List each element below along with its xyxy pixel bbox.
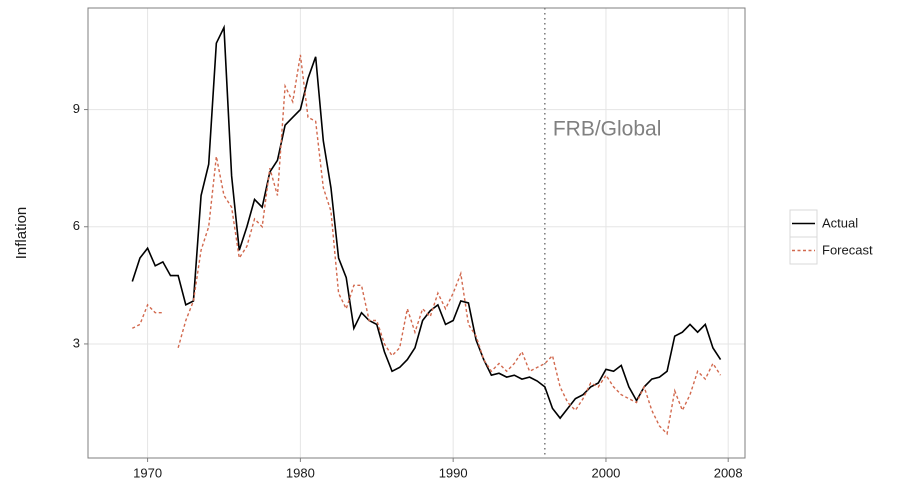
y-tick-label: 9 bbox=[73, 101, 80, 116]
legend-label: Forecast bbox=[822, 242, 873, 257]
series-line bbox=[131, 54, 722, 436]
annotation: FRB/Global bbox=[553, 118, 662, 141]
legend-label: Actual bbox=[822, 215, 858, 230]
x-tick-label: 1980 bbox=[286, 465, 315, 480]
x-tick-label: 2008 bbox=[714, 465, 743, 480]
x-tick-label: 1990 bbox=[439, 465, 468, 480]
legend: Actual Forecast bbox=[789, 209, 873, 265]
plot-panel bbox=[88, 8, 745, 458]
y-axis-label: Inflation bbox=[13, 207, 30, 260]
y-tick-label: 3 bbox=[73, 335, 80, 350]
y-tick-label: 6 bbox=[73, 218, 80, 233]
marks: FRB/Global bbox=[131, 8, 722, 458]
x-tick-label: 1970 bbox=[133, 465, 162, 480]
x-tick-label: 2000 bbox=[591, 465, 620, 480]
axes: 3 6 9 1970 1980 1990 2000 2008 bbox=[73, 101, 743, 480]
series-line bbox=[131, 24, 722, 420]
grid bbox=[88, 8, 745, 458]
panel-border bbox=[87, 7, 746, 459]
